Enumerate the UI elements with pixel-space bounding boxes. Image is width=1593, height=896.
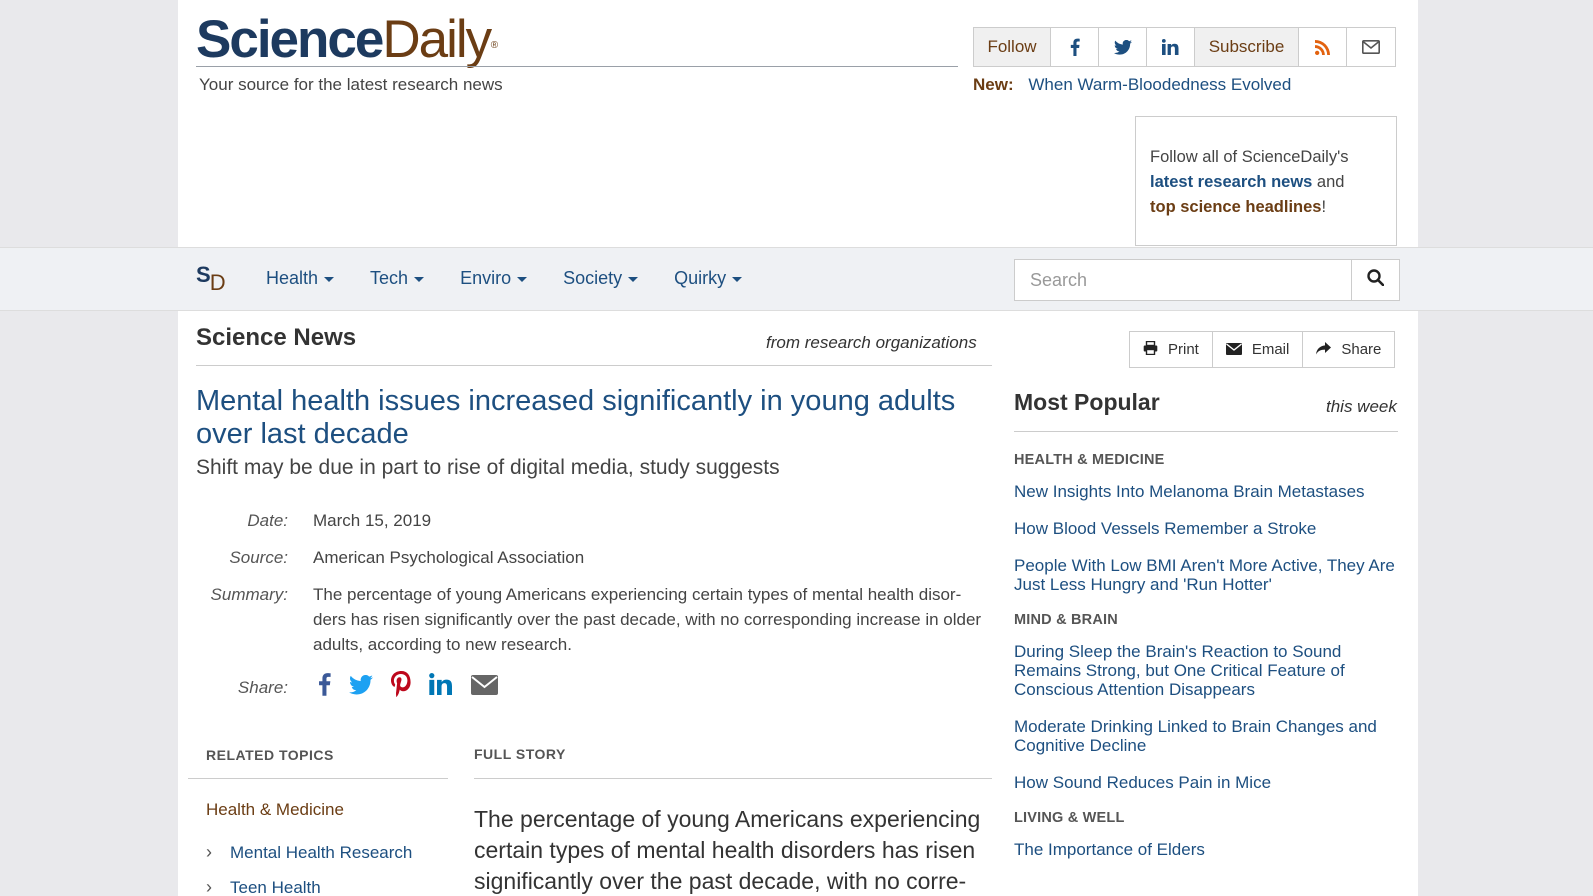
article-headline: Mental health issues increased significa… (196, 385, 956, 450)
share-linkedin-icon[interactable] (429, 673, 453, 702)
search-form (1014, 259, 1400, 301)
article-summary: The percentage of young Americans experi… (313, 585, 982, 654)
share-facebook-icon[interactable] (318, 672, 331, 703)
share-twitter-icon[interactable] (349, 674, 373, 702)
twitter-icon[interactable] (1099, 28, 1147, 66)
full-story-divider (474, 778, 992, 779)
rss-icon[interactable] (1299, 28, 1347, 66)
caret-down-icon (517, 276, 528, 282)
date-row: Date: March 15, 2019 (196, 508, 996, 533)
caret-down-icon (324, 276, 335, 282)
email-icon[interactable] (1347, 28, 1395, 66)
section-subtitle: from research organizations (766, 333, 977, 352)
article-source: American Psychological Association (313, 548, 585, 567)
popular-link[interactable]: The Importance of Elders (1014, 840, 1205, 859)
popular-category: MIND & BRAIN (1014, 612, 1118, 628)
sd-home-logo[interactable]: SD (196, 262, 226, 295)
share-arrow-icon (1316, 341, 1332, 358)
print-button[interactable]: Print (1130, 332, 1213, 367)
tagline: Your source for the latest research news (199, 75, 503, 94)
most-popular-divider (1014, 431, 1398, 432)
section-title: Science News (196, 324, 357, 351)
popular-category: HEALTH & MEDICINE (1014, 452, 1165, 468)
nav-item-enviro[interactable]: Enviro (460, 268, 528, 289)
popular-link[interactable]: How Sound Reduces Pain in Mice (1014, 773, 1272, 792)
related-topics-category[interactable]: Health & Medicine (206, 800, 344, 819)
header-divider (196, 66, 958, 67)
full-story-heading: FULL STORY (474, 746, 566, 762)
related-topics-divider (188, 778, 448, 779)
follow-button[interactable]: Follow (974, 28, 1051, 66)
popular-link[interactable]: New Insights Into Melanoma Brain Metasta… (1014, 482, 1365, 501)
article-meta: Date: March 15, 2019 Source: American Ps… (196, 508, 996, 716)
page-container: ScienceDaily ® Your source for the latest… (178, 0, 1418, 896)
source-row: Source: American Psychological Associati… (196, 545, 996, 570)
caret-down-icon (628, 276, 639, 282)
popular-link[interactable]: During Sleep the Brain's Reaction to Sou… (1014, 642, 1345, 699)
nav-item-quirky[interactable]: Quirky (674, 268, 743, 289)
full-story-body: The percentage of young Americans experi… (474, 806, 981, 894)
related-topics-heading: RELATED TOPICS (206, 747, 334, 763)
share-email-icon[interactable] (471, 674, 498, 702)
new-story-link[interactable]: When Warm-Bloodedness Evolved (1028, 75, 1292, 94)
share-button[interactable]: Share (1303, 332, 1394, 367)
main-nav: SD Health Tech Enviro Society Quirky (0, 247, 1593, 311)
caret-down-icon (732, 276, 743, 282)
popular-category: LIVING & WELL (1014, 810, 1125, 826)
search-button[interactable] (1351, 260, 1399, 300)
section-divider (196, 365, 992, 366)
new-story-line: New: When Warm-Bloodedness Evolved (973, 75, 1291, 95)
follow-bar: Follow Subscribe (973, 27, 1396, 67)
most-popular-title: Most Popular (1014, 389, 1160, 415)
related-topics-list: Mental Health Research Teen Health (206, 842, 412, 896)
print-icon (1143, 340, 1158, 358)
caret-down-icon (414, 276, 425, 282)
related-topic-item[interactable]: Mental Health Research (206, 842, 412, 863)
most-popular-list: HEALTH & MEDICINE New Insights Into Mela… (1014, 452, 1398, 877)
new-label: New: (973, 75, 1014, 94)
site-logo[interactable]: ScienceDaily ® (196, 10, 499, 69)
most-popular-period[interactable]: this week (1326, 397, 1397, 416)
linkedin-icon[interactable] (1147, 28, 1195, 66)
nav-item-society[interactable]: Society (563, 268, 639, 289)
search-input[interactable] (1015, 260, 1351, 300)
nav-item-health[interactable]: Health (266, 268, 335, 289)
article-subhead: Shift may be due in part to rise of digi… (196, 456, 780, 479)
top-science-headlines-link[interactable]: top science headlines (1150, 198, 1322, 216)
summary-row: Summary: The percentage of young America… (196, 582, 996, 657)
popular-link[interactable]: People With Low BMI Aren't More Active, … (1014, 556, 1395, 594)
article-date: March 15, 2019 (313, 511, 432, 530)
share-icons (318, 671, 498, 704)
email-share-button[interactable]: Email (1213, 332, 1304, 367)
popular-link[interactable]: Moderate Drinking Linked to Brain Change… (1014, 717, 1377, 755)
article-tools: Print Email Share (1129, 331, 1396, 368)
follow-promo-box: Follow all of ScienceDaily's latest rese… (1135, 116, 1397, 246)
nav-menu: Health Tech Enviro Society Quirky (266, 268, 743, 289)
share-pinterest-icon[interactable] (391, 671, 411, 704)
share-row: Share: (196, 671, 996, 704)
subscribe-button[interactable]: Subscribe (1195, 28, 1299, 66)
search-icon (1367, 269, 1385, 291)
nav-item-tech[interactable]: Tech (370, 268, 425, 289)
latest-research-news-link[interactable]: latest research news (1150, 173, 1313, 191)
related-topic-item[interactable]: Teen Health (206, 877, 412, 896)
facebook-icon[interactable] (1051, 28, 1099, 66)
popular-link[interactable]: How Blood Vessels Remember a Stroke (1014, 519, 1317, 538)
envelope-icon (1225, 342, 1242, 358)
